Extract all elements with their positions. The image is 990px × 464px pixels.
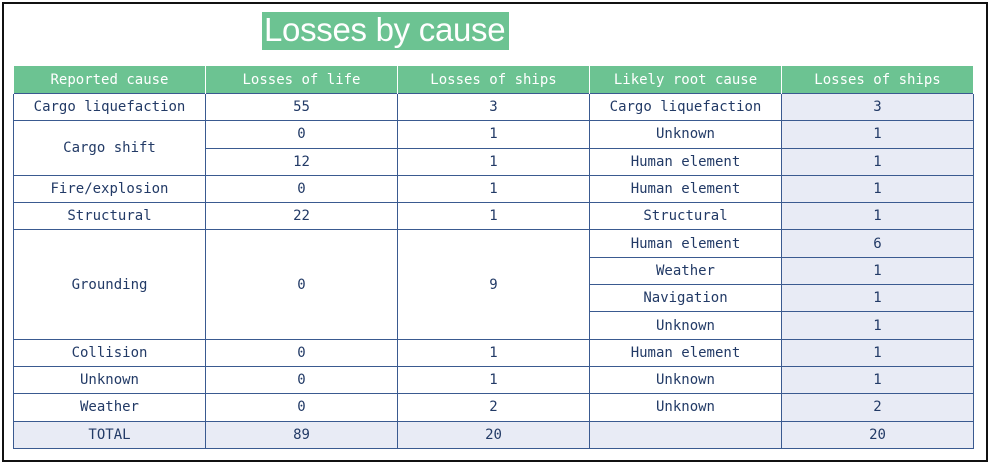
losses-of-life-cell: 12 xyxy=(205,147,398,176)
root-losses-of-ships-cell: 6 xyxy=(781,229,974,258)
root-losses-of-ships-cell: 1 xyxy=(781,365,974,395)
likely-root-cause-cell: Unknown xyxy=(589,311,782,340)
likely-root-cause-cell: Human element xyxy=(589,174,782,204)
root-losses-of-ships-cell: 1 xyxy=(781,338,974,367)
likely-root-cause-cell: Unknown xyxy=(589,120,782,149)
total-root-cause-cell xyxy=(589,420,782,449)
table-row: Collision 0 1 Human element 1 xyxy=(13,338,974,367)
header-row: Reported cause Losses of life Losses of … xyxy=(13,66,974,94)
reported-cause-cell: Unknown xyxy=(13,365,206,395)
reported-cause-cell: Cargo shift xyxy=(13,120,206,176)
table-row: Cargo shift 0 1 Unknown 1 xyxy=(13,120,974,176)
likely-root-cause-cell: Human element xyxy=(589,229,782,258)
header-likely-root-cause: Likely root cause xyxy=(589,66,782,94)
reported-cause-cell: Structural xyxy=(13,202,206,231)
table-row: Structural 22 1 Structural 1 xyxy=(13,202,974,231)
title-banner: Losses by cause xyxy=(262,12,510,50)
root-losses-of-ships-cell: 1 xyxy=(781,174,974,204)
losses-of-ships-cell: 3 xyxy=(397,92,590,122)
table-body: Cargo liquefaction 55 3 Cargo liquefaction 3… xyxy=(13,92,974,449)
likely-root-cause-cell: Cargo liquefaction xyxy=(589,92,782,122)
root-losses-of-ships-cell: 1 xyxy=(781,120,974,149)
total-root-losses-of-ships-cell: 20 xyxy=(781,420,974,449)
root-losses-of-ships-cell: 2 xyxy=(781,393,974,422)
table-row: Weather 1 xyxy=(14,256,974,286)
losses-of-life-cell: 0 xyxy=(205,365,398,395)
reported-cause-cell: Weather xyxy=(13,393,206,422)
header-losses-of-life: Losses of life xyxy=(205,66,398,94)
losses-of-life-cell: 0 xyxy=(205,120,398,149)
total-losses-of-life-cell: 89 xyxy=(205,420,398,449)
losses-of-life-cell: 55 xyxy=(205,92,398,122)
losses-of-ships-cell: 2 xyxy=(397,393,590,422)
table-row: Unknown 1 xyxy=(14,311,974,340)
table-row: Grounding 0 9 Human element 6 xyxy=(13,229,974,340)
losses-of-life-cell: 0 xyxy=(205,229,398,340)
losses-of-ships-cell: 1 xyxy=(397,365,590,395)
losses-of-ships-cell: 1 xyxy=(397,174,590,204)
losses-of-ships-cell: 1 xyxy=(397,338,590,367)
root-losses-of-ships-cell: 3 xyxy=(781,92,974,122)
losses-of-ships-cell: 9 xyxy=(397,229,590,340)
losses-of-ships-cell: 1 xyxy=(397,202,590,231)
reported-cause-cell: Cargo liquefaction xyxy=(13,92,206,122)
root-losses-of-ships-cell: 1 xyxy=(781,202,974,231)
likely-root-cause-cell: Structural xyxy=(589,202,782,231)
total-label-cell: TOTAL xyxy=(13,420,206,449)
losses-of-life-cell: 0 xyxy=(205,338,398,367)
likely-root-cause-cell: Weather xyxy=(589,256,782,286)
likely-root-cause-cell: Unknown xyxy=(589,365,782,395)
likely-root-cause-cell: Human element xyxy=(589,338,782,367)
header-reported-cause: Reported cause xyxy=(13,66,206,94)
table-row: Fire/explosion 0 1 Human element 1 xyxy=(13,174,974,204)
table-row: Navigation 1 xyxy=(14,284,974,313)
header-losses-of-ships: Losses of ships xyxy=(397,66,590,94)
table-row: 12 1 Human element 1 xyxy=(14,147,974,176)
table-row: Cargo liquefaction 55 3 Cargo liquefaction 3 xyxy=(13,92,974,122)
root-losses-of-ships-cell: 1 xyxy=(781,256,974,286)
likely-root-cause-cell: Navigation xyxy=(589,284,782,313)
losses-of-life-cell: 0 xyxy=(205,393,398,422)
reported-cause-cell: Collision xyxy=(13,338,206,367)
losses-of-life-cell: 22 xyxy=(205,202,398,231)
total-losses-of-ships-cell: 20 xyxy=(397,420,590,449)
reported-cause-cell: Grounding xyxy=(13,229,206,340)
losses-of-ships-cell: 1 xyxy=(397,147,590,176)
reported-cause-cell: Fire/explosion xyxy=(13,174,206,204)
root-losses-of-ships-cell: 1 xyxy=(781,147,974,176)
total-row: TOTAL 89 20 20 xyxy=(13,420,974,449)
root-losses-of-ships-cell: 1 xyxy=(781,284,974,313)
losses-of-life-cell: 0 xyxy=(205,174,398,204)
likely-root-cause-cell: Human element xyxy=(589,147,782,176)
table-row: Weather 0 2 Unknown 2 xyxy=(13,393,974,422)
page-title: Losses by cause xyxy=(262,12,510,50)
losses-of-ships-cell: 1 xyxy=(397,120,590,149)
root-losses-of-ships-cell: 1 xyxy=(781,311,974,340)
losses-table: Reported cause Losses of life Losses of … xyxy=(13,66,974,449)
likely-root-cause-cell: Unknown xyxy=(589,393,782,422)
header-root-losses-of-ships: Losses of ships xyxy=(781,66,974,94)
table-row: Unknown 0 1 Unknown 1 xyxy=(13,365,974,395)
